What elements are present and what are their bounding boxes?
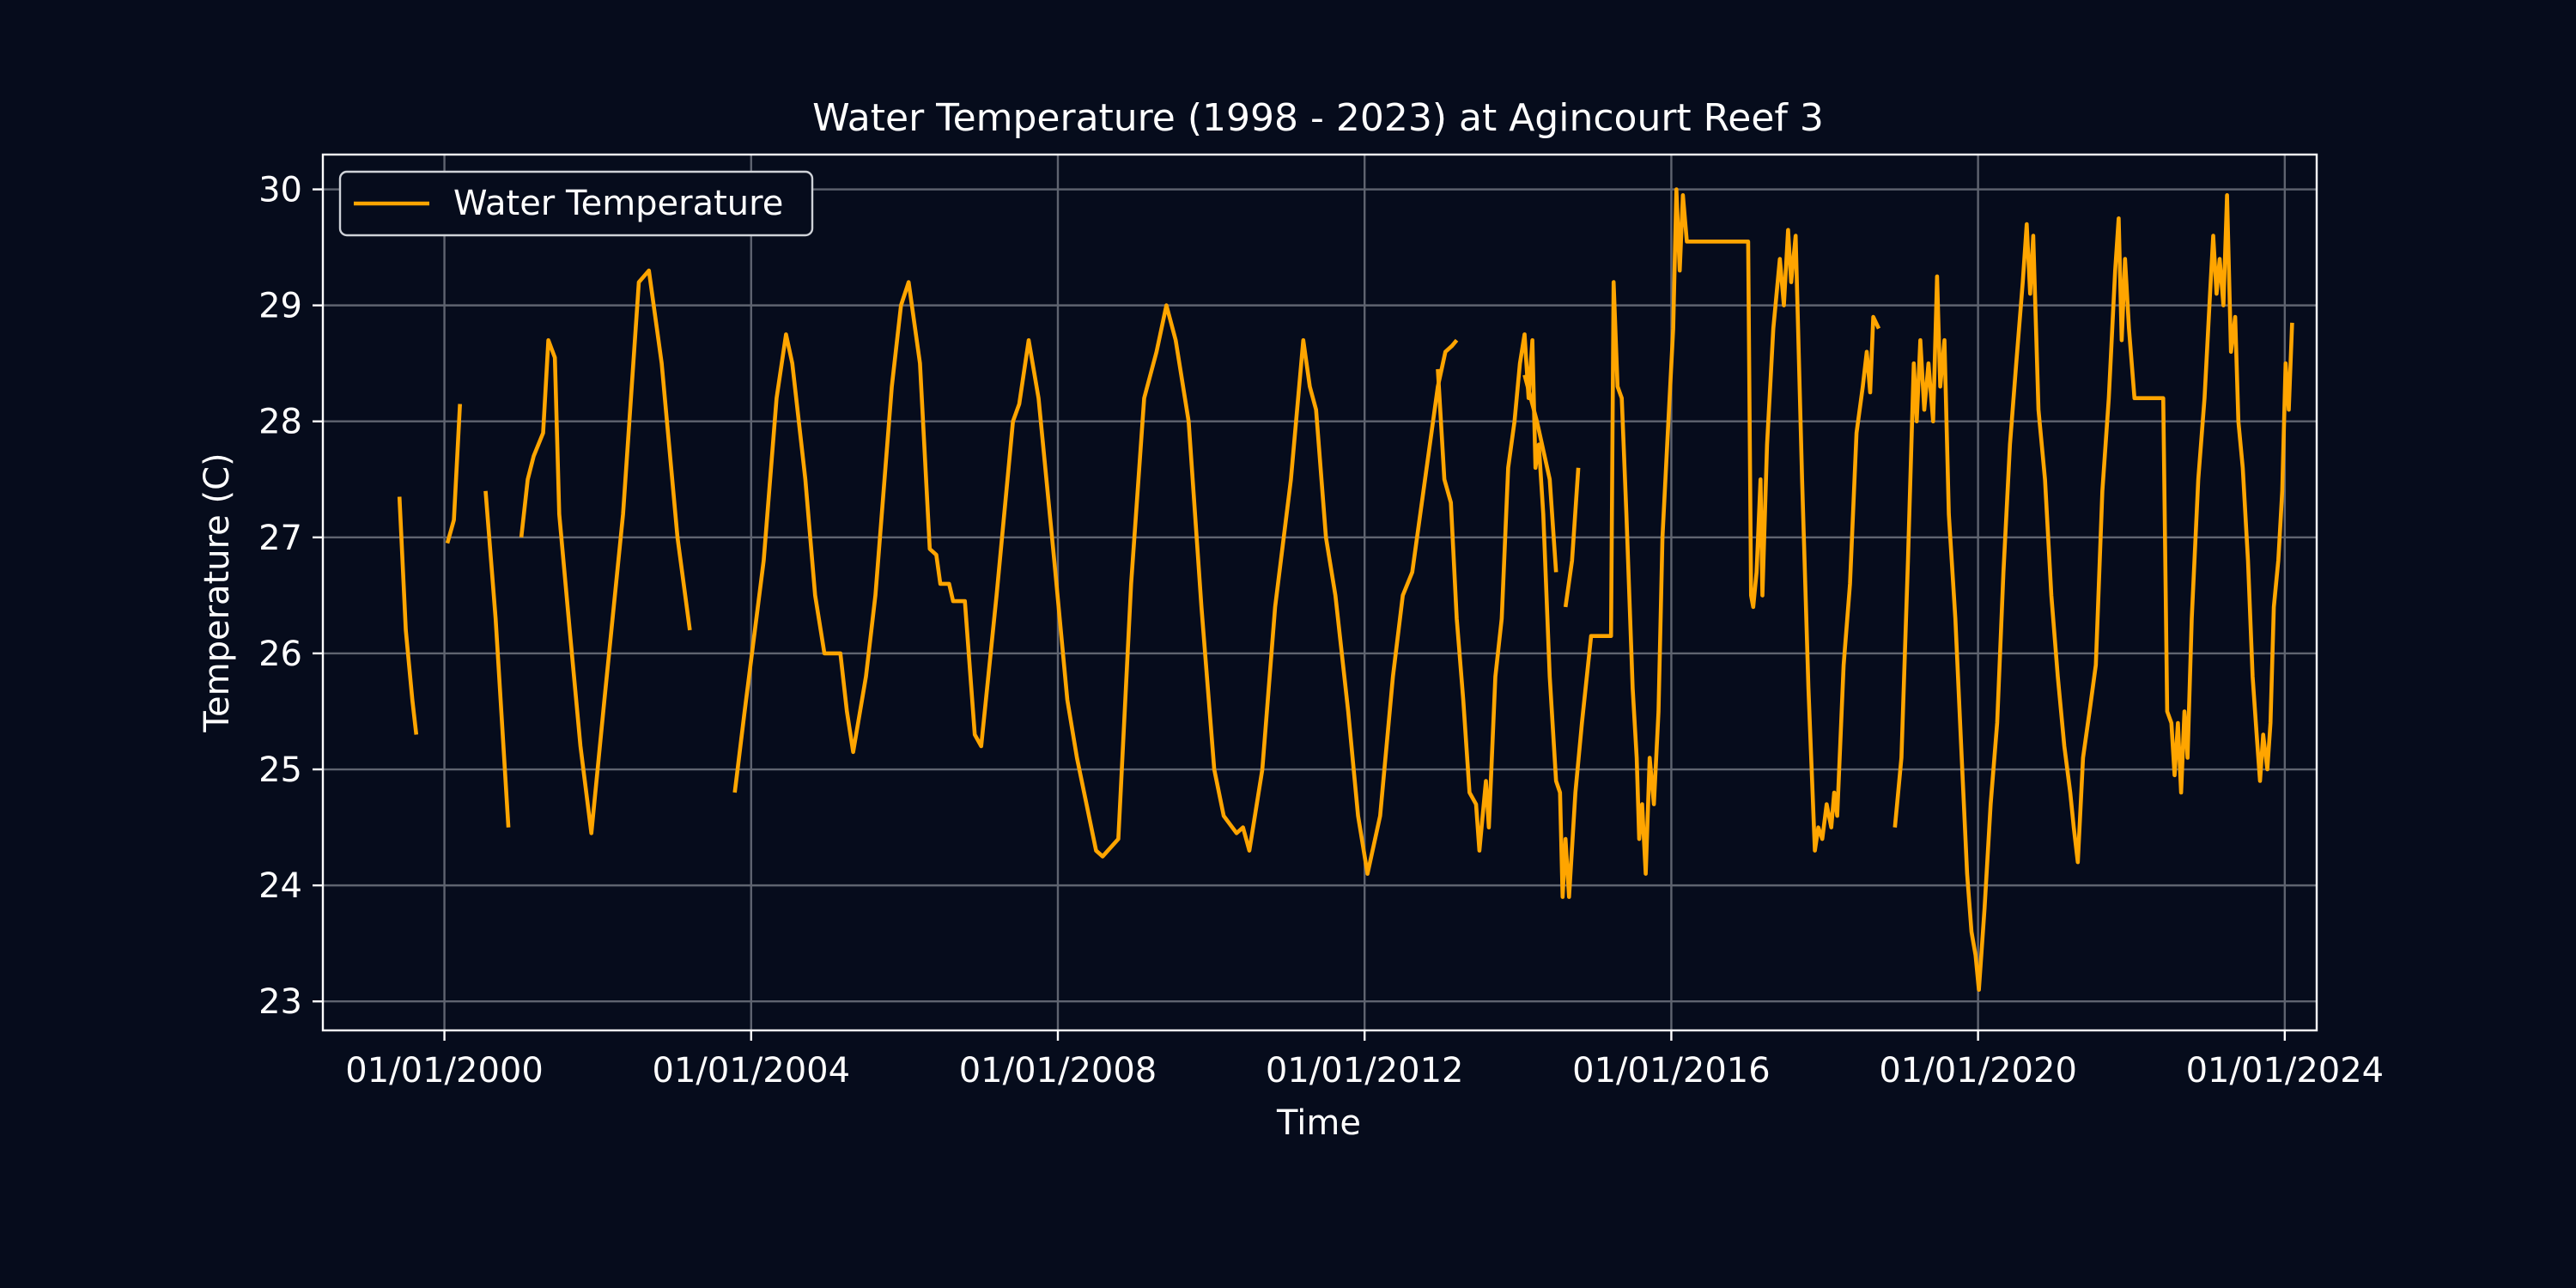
- y-tick-label: 26: [258, 635, 302, 674]
- x-tick-label: 01/01/2016: [1572, 1051, 1771, 1091]
- y-tick-label: 25: [258, 750, 302, 790]
- y-axis-label: Temperature (C): [197, 453, 237, 732]
- x-tick-label: 01/01/2008: [959, 1051, 1157, 1091]
- series-line-water-temperature: [1893, 193, 2294, 992]
- x-tick-label: 01/01/2012: [1266, 1051, 1464, 1091]
- y-tick-label: 30: [258, 171, 302, 210]
- series-line-water-temperature: [1522, 374, 1558, 573]
- y-tick-label: 23: [258, 982, 302, 1022]
- series-line-water-temperature: [397, 496, 419, 735]
- series-layer: [397, 187, 2294, 992]
- y-axis: 23 24 25 26 27 28 29 30: [258, 171, 323, 1022]
- y-tick-label: 27: [258, 519, 302, 558]
- series-line-water-temperature: [732, 280, 1459, 876]
- series-line-water-temperature: [1563, 467, 1581, 608]
- x-tick-label: 01/01/2020: [1879, 1051, 2077, 1091]
- series-line-water-temperature: [483, 490, 511, 828]
- series-line-water-temperature: [519, 268, 692, 835]
- series-line-water-temperature: [445, 404, 462, 544]
- y-tick-label: 24: [258, 866, 302, 906]
- legend-frame: [338, 170, 814, 237]
- x-axis-label: Time: [1276, 1103, 1361, 1143]
- x-tick-label: 01/01/2000: [345, 1051, 544, 1091]
- legend-label-water-temperature: Water Temperature: [453, 184, 783, 223]
- grid-lines: [323, 155, 2317, 1030]
- series-line-water-temperature: [1436, 187, 1881, 899]
- x-tick-label: 01/01/2004: [653, 1051, 851, 1091]
- legend: Water Temperature: [338, 170, 814, 237]
- y-tick-label: 28: [258, 403, 302, 442]
- x-axis: 01/01/2000 01/01/2004 01/01/2008 01/01/2012…: [345, 1030, 2384, 1091]
- x-tick-label: 01/01/2024: [2186, 1051, 2385, 1091]
- chart-title: Water Temperature (1998 - 2023) at Aginc…: [812, 96, 1824, 140]
- y-tick-label: 29: [258, 287, 302, 326]
- plot-frame: [321, 153, 2318, 1032]
